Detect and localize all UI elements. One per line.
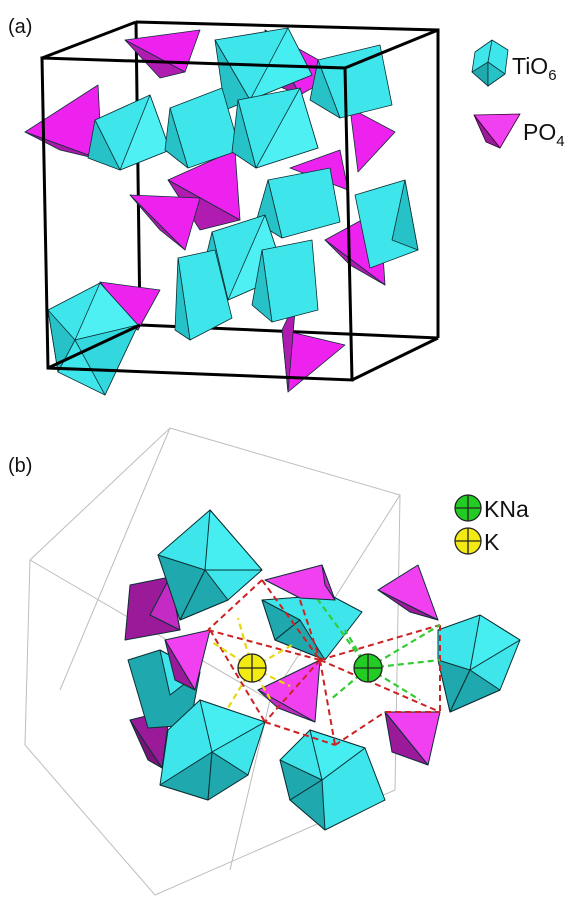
yellow-bonds [211, 617, 293, 709]
legend-po4-label: PO4 [523, 119, 565, 150]
octahedron [164, 87, 241, 169]
polyhedra-b [124, 509, 521, 831]
octahedron [231, 87, 319, 169]
octahedron [159, 699, 266, 801]
tetrahedron [164, 629, 211, 691]
red-bonds [207, 579, 441, 746]
legend-tio6-label: TiO6 [512, 53, 557, 84]
legend-kna-label: KNa [484, 496, 529, 522]
panel-b: (b) [8, 427, 529, 896]
octahedron [261, 594, 363, 661]
octahedron [279, 729, 386, 831]
octahedron [437, 614, 521, 713]
octahedron [214, 27, 313, 111]
panel-a-label: (a) [8, 16, 32, 38]
kna-atom [353, 653, 383, 683]
octahedron-legend-icon [471, 39, 509, 87]
kna-legend-icon [454, 494, 482, 522]
legend-b: KNa K [454, 494, 529, 555]
octahedron [47, 282, 139, 396]
unit-cell-front-a [40, 20, 439, 382]
tetrahedron [264, 564, 336, 601]
legend-a: TiO6 PO4 [471, 39, 565, 150]
panel-a: (a) [8, 16, 565, 396]
k-legend-icon [454, 527, 482, 555]
octahedron [251, 239, 319, 323]
tetrahedron [384, 711, 441, 766]
octahedron [309, 44, 393, 119]
tetrahedron [377, 564, 439, 621]
octahedron [174, 249, 233, 341]
tetrahedron [257, 659, 321, 723]
panel-b-label: (b) [8, 455, 32, 477]
octahedron [354, 179, 419, 269]
tetrahedron-legend-icon [473, 113, 521, 149]
unit-cell-b [24, 427, 401, 896]
tetrahedron [349, 107, 396, 173]
legend-k-label: K [484, 529, 500, 555]
k-atom [237, 653, 267, 683]
octahedron [157, 509, 263, 621]
polyhedra-a [24, 27, 419, 396]
tetrahedron [129, 194, 201, 251]
tetrahedron [167, 149, 241, 231]
octahedron [87, 94, 171, 171]
